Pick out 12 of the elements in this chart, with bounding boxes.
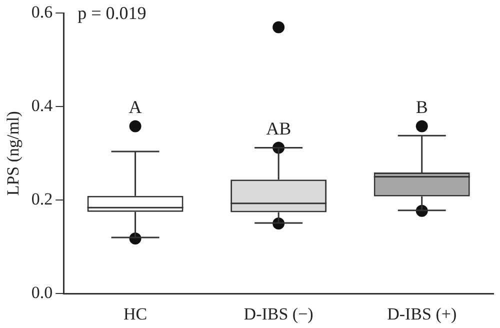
y-tick-label: 0.0	[31, 283, 53, 302]
x-tick-label: D-IBS (−)	[244, 304, 314, 324]
annotation: p = 0.019	[78, 2, 146, 23]
x-tick-label: HC	[123, 304, 148, 324]
annotation: B	[416, 97, 428, 118]
annotation: AB	[266, 118, 292, 139]
x-tick-label: D-IBS (+)	[387, 304, 457, 324]
y-tick-label: 0.4	[31, 96, 54, 116]
y-axis-title: LPS (ng/ml)	[4, 111, 23, 196]
y-tick-label: 0.2	[31, 190, 53, 209]
y-tick-label: 0.6	[31, 2, 53, 22]
annotation: A	[128, 97, 142, 118]
